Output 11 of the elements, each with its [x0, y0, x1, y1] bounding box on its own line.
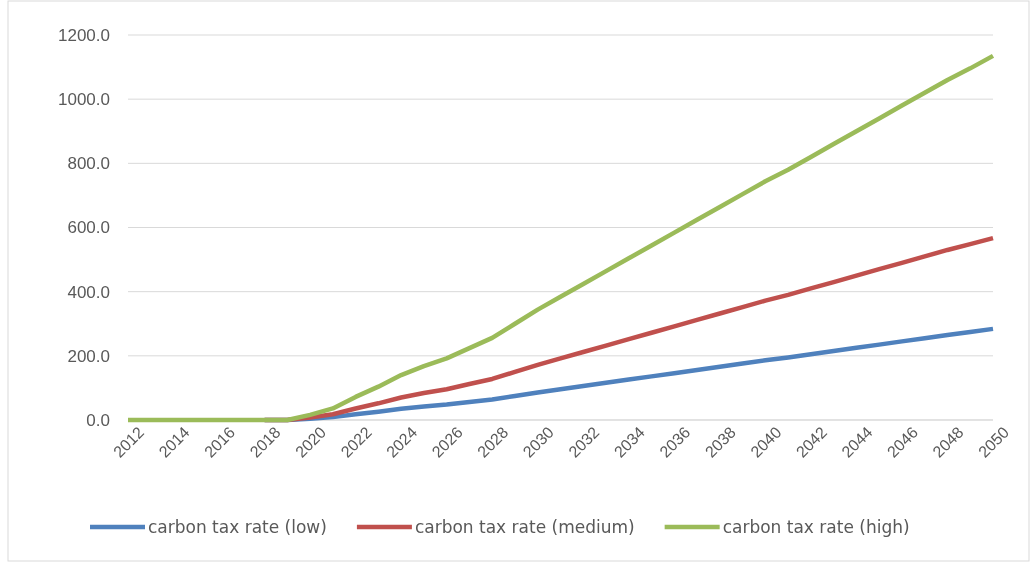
legend-label: carbon tax rate (low) [148, 517, 327, 537]
y-tick-label: 200.0 [67, 346, 110, 366]
y-tick-label: 600.0 [67, 218, 110, 238]
y-tick-label: 0.0 [86, 410, 110, 430]
y-tick-label: 1000.0 [58, 90, 110, 110]
legend-label: carbon tax rate (medium) [414, 517, 635, 537]
y-tick-label: 800.0 [67, 154, 110, 174]
y-tick-label: 1200.0 [58, 25, 110, 45]
y-tick-label: 400.0 [67, 282, 110, 302]
line-series [125, 53, 996, 423]
legend-label: carbon tax rate (high) [722, 517, 910, 537]
